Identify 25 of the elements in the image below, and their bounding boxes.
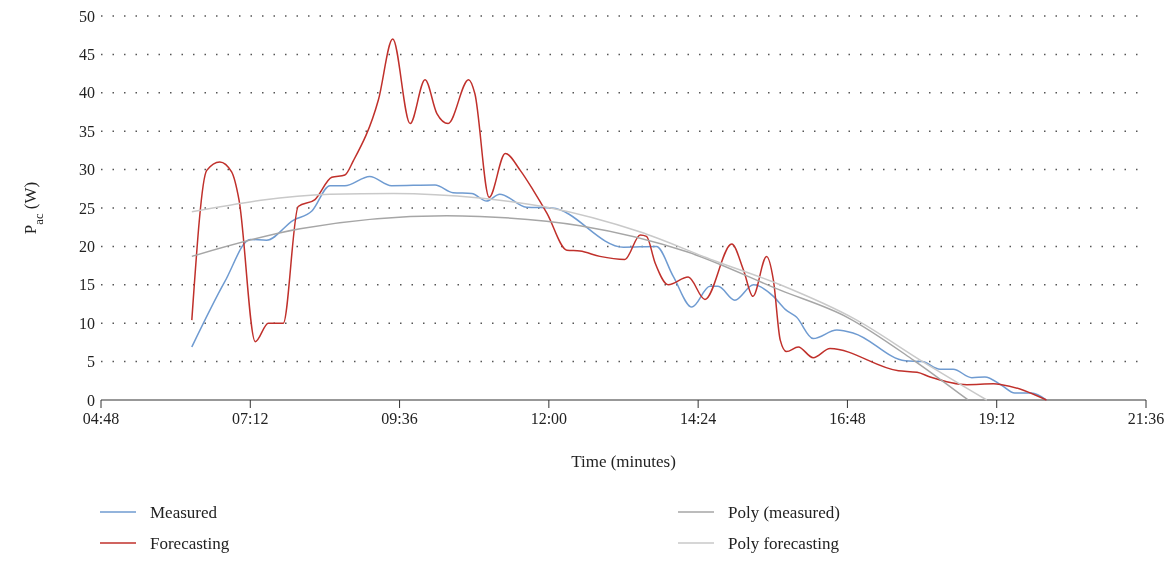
x-tick-label: 14:24 bbox=[679, 410, 717, 427]
x-tick-label: 04:48 bbox=[82, 410, 120, 427]
legend-label: Measured bbox=[150, 502, 218, 522]
legend-label: Forecasting bbox=[150, 533, 230, 553]
y-tick-label: 20 bbox=[79, 238, 95, 255]
y-tick-label: 5 bbox=[87, 353, 95, 371]
x-tick-label: 09:36 bbox=[381, 410, 418, 427]
y-tick-label: 35 bbox=[79, 122, 95, 140]
line-series bbox=[191, 38, 1048, 401]
x-axis-title: Time (minutes) bbox=[571, 452, 676, 471]
y-tick-label: 50 bbox=[79, 7, 95, 25]
y-tick-label: 25 bbox=[79, 199, 95, 217]
legend-label: Poly (measured) bbox=[728, 502, 840, 522]
x-tick-label: 21:36 bbox=[1127, 410, 1165, 427]
x-tick-label: 12:00 bbox=[530, 410, 568, 427]
y-tick-label: 15 bbox=[79, 276, 95, 294]
x-tick-label: 19:12 bbox=[978, 410, 1015, 427]
y-tick-label: 30 bbox=[79, 161, 95, 179]
legend-label: Poly forecasting bbox=[728, 533, 840, 553]
x-tick-label: 16:48 bbox=[829, 410, 866, 427]
x-tick-label: 07:12 bbox=[232, 410, 269, 427]
y-tick-label: 45 bbox=[79, 46, 95, 63]
y-tick-label: 0 bbox=[87, 391, 95, 409]
y-tick-label: 40 bbox=[79, 84, 95, 102]
y-tick-label: 10 bbox=[79, 314, 95, 332]
